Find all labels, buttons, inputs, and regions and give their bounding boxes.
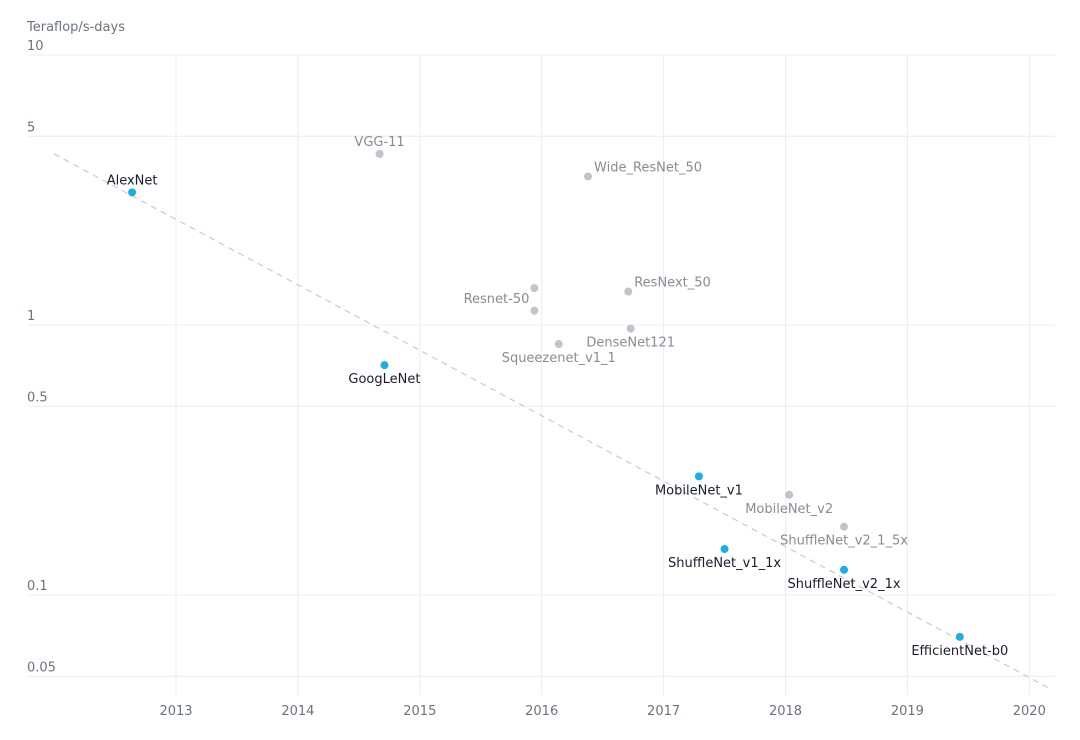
data-label: Resnet-50 xyxy=(464,292,530,307)
data-point xyxy=(380,361,389,370)
x-tick-label: 2017 xyxy=(647,704,680,719)
data-label: ShuffleNet_v2_1x xyxy=(787,577,900,592)
data-label: MobileNet_v2 xyxy=(745,502,833,517)
data-point xyxy=(785,490,794,499)
data-label: ResNext_50 xyxy=(634,276,711,291)
data-label: ShuffleNet_v1_1x xyxy=(668,556,781,571)
data-point xyxy=(584,172,593,181)
data-label: AlexNet xyxy=(107,173,158,188)
data-label: EfficientNet-b0 xyxy=(911,644,1008,659)
data-label: ShuffleNet_v2_1_5x xyxy=(780,534,908,549)
data-point xyxy=(840,522,849,531)
data-point xyxy=(720,545,729,554)
x-tick-label: 2015 xyxy=(403,704,436,719)
x-tick-label: 2019 xyxy=(891,704,924,719)
data-point xyxy=(694,472,703,481)
data-point xyxy=(626,324,635,333)
y-tick-label: 0.05 xyxy=(27,660,56,675)
data-labels: AlexNet VGG-11 Wide_ResNet_50 GoogLeNet Resn… xyxy=(107,135,1009,659)
data-point xyxy=(375,149,384,158)
data-point xyxy=(530,284,539,293)
x-tick-label: 2016 xyxy=(525,704,558,719)
x-tick-label: 2018 xyxy=(769,704,802,719)
data-point xyxy=(955,632,964,641)
y-tick-label: 0.1 xyxy=(27,579,48,594)
data-point xyxy=(840,565,849,574)
data-label: VGG-11 xyxy=(354,135,404,150)
y-tick-label: 1 xyxy=(27,309,35,324)
y-axis-title: Teraflop/s-days xyxy=(26,20,125,35)
data-points xyxy=(128,149,964,641)
trend-line xyxy=(53,153,1051,690)
y-tick-label: 5 xyxy=(27,120,35,135)
y-tick-label: 0.5 xyxy=(27,390,48,405)
data-point xyxy=(128,188,137,197)
data-label: Squeezenet_v1_1 xyxy=(502,351,616,366)
data-label: DenseNet121 xyxy=(586,336,675,351)
y-tick-label: 10 xyxy=(27,39,44,54)
data-label: MobileNet_v1 xyxy=(655,483,743,498)
y-axis-ticks: 10 5 1 0.5 0.1 0.05 xyxy=(27,39,56,675)
data-point xyxy=(530,306,539,315)
data-label: GoogLeNet xyxy=(348,372,420,387)
gridlines xyxy=(27,54,1055,695)
x-axis-ticks: 2013 2014 2015 2016 2017 2018 2019 2020 xyxy=(159,704,1045,719)
x-tick-label: 2014 xyxy=(281,704,314,719)
x-tick-label: 2020 xyxy=(1013,704,1046,719)
data-point xyxy=(554,340,563,349)
x-tick-label: 2013 xyxy=(159,704,192,719)
data-label: Wide_ResNet_50 xyxy=(594,160,702,175)
data-point xyxy=(624,287,633,296)
